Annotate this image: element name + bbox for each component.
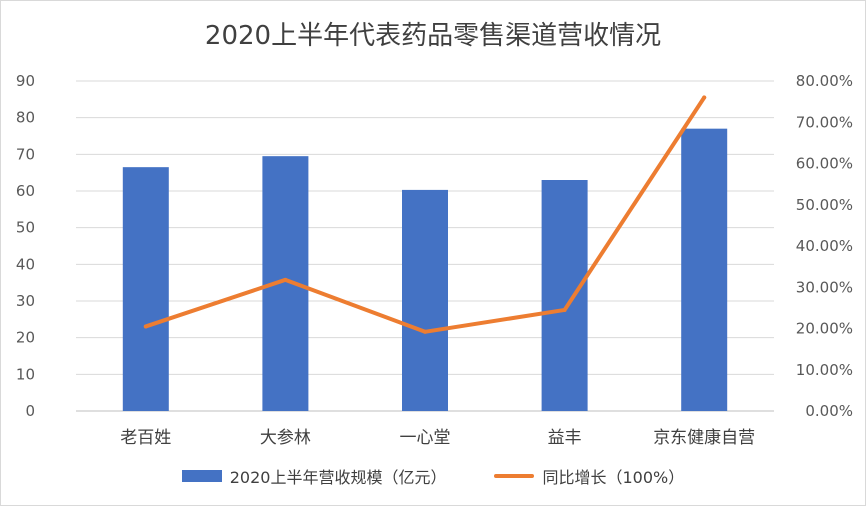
line-point — [702, 95, 707, 100]
y-right-tick-label: 10.00% — [796, 361, 853, 379]
legend-label-revenue: 2020上半年营收规模（亿元） — [229, 468, 447, 487]
y-right-tick-label: 0.00% — [805, 402, 853, 420]
chart-title: 2020上半年代表药品零售渠道营收情况 — [204, 21, 662, 51]
y-right-tick-label: 20.00% — [796, 320, 853, 338]
bar — [541, 180, 588, 411]
legend-item-revenue: 2020上半年营收规模（亿元） — [181, 464, 447, 488]
y-left-tick-label: 20 — [16, 329, 35, 347]
bar — [402, 189, 448, 411]
bar — [122, 167, 169, 411]
y-left-tick-label: 0 — [25, 402, 35, 420]
y-left-tick-label: 40 — [16, 255, 35, 273]
legend-line-swatch — [494, 474, 535, 478]
y-left-tick-label: 80 — [16, 109, 35, 127]
y-left-tick-label: 90 — [16, 72, 35, 90]
y-right-tick-label: 40.00% — [796, 237, 853, 255]
y-left-tick-label: 70 — [16, 145, 35, 163]
line-point — [283, 277, 288, 282]
line-point — [562, 307, 567, 312]
x-tick-label: 大参林 — [260, 428, 311, 448]
y-right-tick-label: 60.00% — [796, 155, 853, 173]
legend-bar-swatch — [181, 470, 222, 482]
bar — [681, 128, 728, 411]
y-left-tick-label: 60 — [16, 182, 35, 200]
y-right-tick-label: 50.00% — [796, 196, 853, 214]
legend-label-growth: 同比增长（100%） — [542, 468, 685, 487]
y-left-tick-label: 30 — [16, 292, 35, 310]
chart-legend: 2020上半年营收规模（亿元） 同比增长（100%） — [1, 464, 865, 488]
y-right-tick-label: 30.00% — [796, 278, 853, 296]
line-point — [423, 329, 427, 334]
y-left-tick-label: 50 — [16, 219, 35, 237]
y-right-tick-label: 70.00% — [796, 113, 853, 131]
x-tick-label: 一心堂 — [400, 428, 451, 448]
x-tick-label: 益丰 — [548, 428, 582, 448]
y-left-tick-label: 10 — [16, 365, 35, 383]
line-point — [143, 324, 148, 329]
x-tick-label: 京东健康自营 — [653, 428, 755, 448]
x-tick-label: 老百姓 — [120, 428, 171, 448]
y-right-tick-label: 80.00% — [796, 72, 853, 90]
legend-item-growth: 同比增长（100%） — [494, 464, 684, 488]
